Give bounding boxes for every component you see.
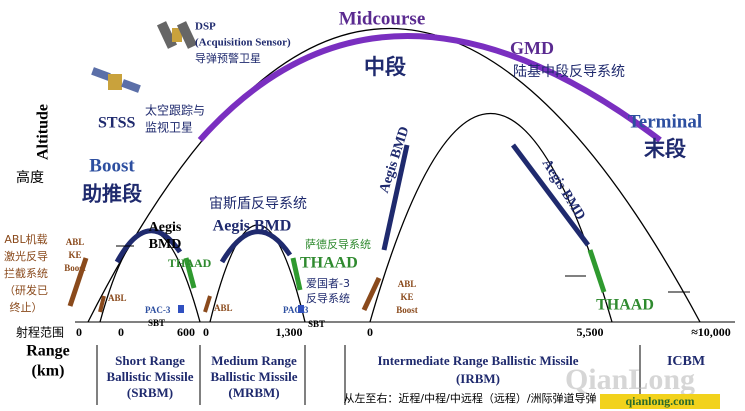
pac3-segment xyxy=(298,305,304,313)
range-tick: 0 xyxy=(367,325,373,339)
watermark-site: qianlong.com xyxy=(625,394,694,408)
range-tick: ≈10,000 xyxy=(691,325,731,339)
class-label: Short Range xyxy=(115,353,185,368)
thaad-cn: 萨德反导系统 xyxy=(305,237,371,251)
abl-label: ABL xyxy=(66,237,85,247)
class-label: ICBM xyxy=(667,354,705,369)
phase-cn: 中段 xyxy=(364,55,406,79)
range-tick: 0 xyxy=(76,325,82,339)
class-label: (SRBM) xyxy=(127,385,173,400)
dsp-satellite-icon xyxy=(156,21,198,49)
pac3-label: PAC-3 xyxy=(145,305,171,315)
abl-note-line: 终止） xyxy=(10,300,43,314)
aegis-label: Aegis BMD xyxy=(377,125,413,195)
abl-segment xyxy=(361,276,382,312)
abl-label: ABL xyxy=(398,279,417,289)
class-label: Intermediate Range Ballistic Missile xyxy=(377,353,578,368)
abl-label: KE xyxy=(68,250,81,260)
abl-note-line: 拦截系统 xyxy=(4,266,48,280)
abl-note-line: （研发已 xyxy=(4,283,48,297)
stss-cn: 监视卫星 xyxy=(145,120,193,135)
y-axis-en: Altitude xyxy=(35,104,52,160)
watermark-banner xyxy=(600,394,720,409)
phase-cn: 助推段 xyxy=(82,182,142,206)
dsp-sensor: (Acquisition Sensor) xyxy=(195,37,291,49)
aegis-cn: 宙斯盾反导系统 xyxy=(209,196,307,212)
aegis-segment xyxy=(511,143,590,247)
phase-en: Terminal xyxy=(628,111,702,132)
pac3-segment xyxy=(178,305,184,313)
abl-segment xyxy=(203,295,212,313)
icbm-arc xyxy=(87,28,701,323)
aegis-segment xyxy=(381,144,410,251)
class-label: Ballistic Missile xyxy=(210,369,297,384)
abl-segment xyxy=(98,295,106,313)
stss-name: STSS xyxy=(98,115,135,132)
class-separators xyxy=(96,345,641,405)
thaad-label: THAAD xyxy=(300,255,358,272)
x-axis-unit: (km) xyxy=(32,363,65,380)
thaad-segment xyxy=(587,249,607,293)
stss-satellite-icon xyxy=(91,67,141,93)
aegis-label: Aegis BMD xyxy=(213,218,292,235)
abl-label: ABL xyxy=(214,303,233,313)
sbt-label: SBT xyxy=(308,319,325,329)
pac3-cn: 反导系统 xyxy=(306,292,350,305)
thaad-segment xyxy=(183,257,197,289)
watermark-brand: QianLong xyxy=(565,363,695,396)
abl-note-line: ABL机载 xyxy=(4,232,47,246)
phase-en: Midcourse xyxy=(339,8,426,29)
class-label: (IRBM) xyxy=(456,371,500,386)
gmd-en: GMD xyxy=(510,38,554,58)
range-tick: 600 xyxy=(177,325,195,339)
aegis-label: BMD xyxy=(149,237,182,252)
abl-label: Boost xyxy=(64,263,86,273)
aegis-label: Aegis xyxy=(149,220,182,235)
thaad-label: THAAD xyxy=(596,297,654,314)
footer: 从左至右：近程/中程/中远程（远程）/洲际弹道导弹 xyxy=(343,391,596,405)
gmd-arc xyxy=(197,33,662,143)
x-axis-cn: 射程范围 xyxy=(16,325,64,340)
stss-cn: 太空跟踪与 xyxy=(145,103,205,118)
x-axis-en: Range xyxy=(26,343,70,360)
abl-note-line: 激光反导 xyxy=(4,249,48,263)
pac3-cn: 爱国者-3 xyxy=(306,277,350,290)
range-tick: 0 xyxy=(118,325,124,339)
pac3-label: PAC-3 xyxy=(283,305,309,315)
phase-cn: 末段 xyxy=(644,137,686,161)
abl-label: ABL xyxy=(108,293,127,303)
abl-segment xyxy=(67,257,89,307)
sbt-label: SBT xyxy=(148,318,165,328)
range-tick: 5,500 xyxy=(577,325,604,339)
abl-label: Boost xyxy=(396,305,418,315)
range-tick: 0 xyxy=(203,325,209,339)
irbm-arc xyxy=(369,112,613,323)
gmd-cn: 陆基中段反导系统 xyxy=(513,63,625,80)
y-axis-cn: 高度 xyxy=(16,169,44,186)
range-tick: 1,300 xyxy=(276,325,303,339)
class-label: Medium Range xyxy=(211,353,297,368)
abl-note: ABL机载 激光反导 拦截系统 （研发已 终止） xyxy=(4,232,48,314)
thaad-label: THAAD xyxy=(168,256,212,270)
phase-en: Boost xyxy=(89,155,135,176)
dsp-cn: 导弹预警卫星 xyxy=(195,51,261,65)
dsp-name: DSP xyxy=(195,21,216,33)
aegis-segment xyxy=(219,229,293,264)
abl-label: KE xyxy=(400,292,413,302)
aegis-segment xyxy=(114,228,183,264)
thaad-segment xyxy=(290,257,303,291)
class-label: (MRBM) xyxy=(228,385,279,400)
mrbm-arc xyxy=(209,224,306,323)
class-label: Ballistic Missile xyxy=(106,369,193,384)
